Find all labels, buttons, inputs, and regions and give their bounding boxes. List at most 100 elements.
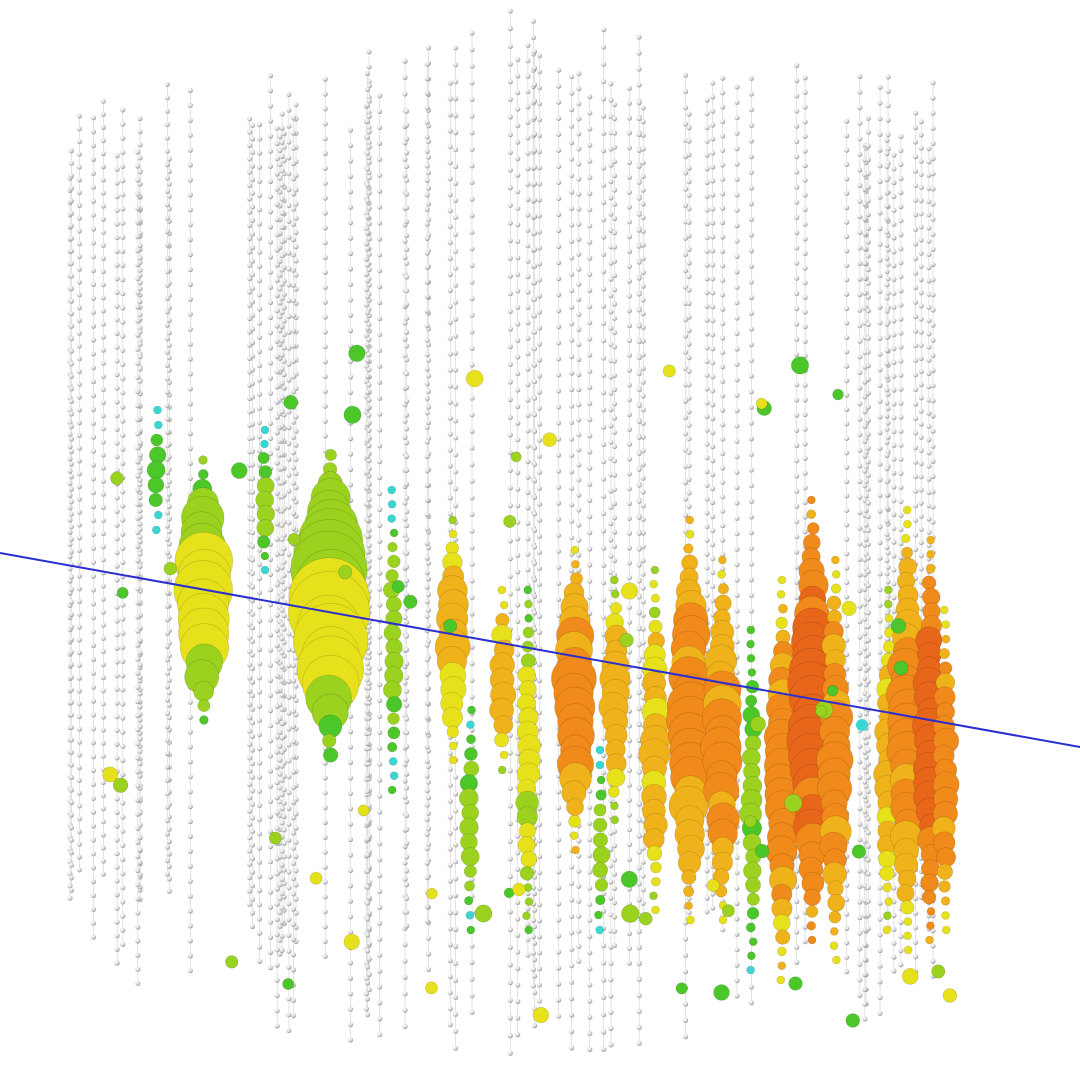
idle-dom bbox=[720, 219, 726, 226]
idle-dom bbox=[601, 303, 607, 309]
idle-dom bbox=[425, 420, 432, 426]
idle-dom bbox=[844, 969, 850, 975]
idle-dom bbox=[281, 572, 287, 579]
idle-dom bbox=[68, 574, 74, 580]
idle-dom bbox=[844, 637, 850, 643]
idle-dom bbox=[274, 977, 280, 983]
idle-dom bbox=[587, 820, 593, 827]
idle-dom bbox=[267, 798, 274, 804]
idle-dom bbox=[322, 775, 328, 781]
idle-dom bbox=[67, 529, 73, 535]
idle-dom bbox=[891, 276, 897, 282]
idle-dom bbox=[100, 478, 106, 484]
idle-dom bbox=[404, 771, 410, 777]
idle-dom bbox=[926, 370, 932, 377]
idle-dom bbox=[576, 176, 582, 182]
idle-dom bbox=[640, 338, 646, 344]
idle-dom bbox=[322, 894, 328, 900]
idle-dom bbox=[507, 485, 513, 491]
idle-dom bbox=[720, 292, 726, 298]
idle-dom bbox=[364, 932, 371, 938]
idle-dom bbox=[556, 404, 562, 410]
idle-dom bbox=[256, 348, 263, 355]
idle-dom bbox=[862, 216, 868, 222]
idle-dom bbox=[267, 844, 274, 850]
idle-dom bbox=[525, 443, 531, 449]
idle-dom bbox=[100, 845, 106, 851]
idle-dom bbox=[748, 373, 755, 379]
idle-dom bbox=[120, 602, 126, 608]
idle-dom bbox=[794, 458, 800, 464]
idle-dom bbox=[322, 418, 328, 424]
idle-dom bbox=[686, 165, 692, 171]
idle-dom bbox=[256, 802, 263, 809]
idle-dom bbox=[135, 487, 141, 493]
idle-dom bbox=[507, 202, 513, 208]
idle-dom bbox=[802, 353, 808, 359]
idle-dom bbox=[137, 181, 143, 187]
idle-dom bbox=[290, 830, 296, 836]
idle-dom bbox=[611, 258, 618, 264]
idle-dom bbox=[556, 340, 562, 346]
idle-dom bbox=[249, 462, 256, 468]
idle-dom bbox=[424, 323, 430, 329]
idle-dom bbox=[274, 293, 280, 299]
idle-dom bbox=[290, 115, 296, 121]
idle-dom bbox=[137, 115, 143, 122]
idle-dom bbox=[877, 116, 883, 122]
idle-dom bbox=[187, 445, 193, 452]
idle-dom bbox=[279, 550, 285, 557]
idle-dom bbox=[587, 788, 593, 794]
idle-dom bbox=[863, 522, 869, 528]
idle-dom bbox=[402, 1023, 408, 1029]
idle-dom bbox=[530, 885, 537, 891]
idle-dom bbox=[274, 140, 280, 147]
idle-dom bbox=[748, 498, 755, 504]
idle-dom bbox=[532, 428, 538, 434]
idle-dom bbox=[525, 181, 531, 187]
idle-dom bbox=[576, 236, 582, 242]
idle-dom bbox=[857, 478, 863, 485]
idle-dom bbox=[137, 142, 143, 148]
idle-dom bbox=[507, 980, 513, 986]
idle-dom bbox=[525, 88, 531, 95]
idle-dom bbox=[137, 341, 143, 347]
idle-dom bbox=[377, 968, 383, 974]
hit-dom bbox=[147, 476, 165, 494]
idle-dom bbox=[249, 530, 256, 536]
hit-dom bbox=[568, 815, 581, 828]
idle-dom bbox=[636, 674, 642, 680]
idle-dom bbox=[862, 838, 868, 844]
idle-dom bbox=[844, 349, 850, 355]
idle-dom bbox=[366, 352, 372, 358]
idle-dom bbox=[76, 356, 82, 362]
idle-dom bbox=[447, 910, 453, 916]
idle-dom bbox=[913, 517, 919, 523]
idle-dom bbox=[453, 79, 459, 85]
idle-dom bbox=[865, 857, 871, 863]
idle-dom bbox=[366, 650, 372, 656]
idle-dom bbox=[322, 121, 328, 127]
idle-dom bbox=[114, 755, 120, 761]
idle-dom bbox=[587, 982, 593, 988]
idle-dom bbox=[587, 514, 593, 520]
idle-dom bbox=[515, 751, 521, 757]
idle-dom bbox=[100, 622, 106, 628]
idle-dom bbox=[636, 371, 642, 377]
idle-dom bbox=[794, 306, 800, 312]
idle-dom bbox=[525, 381, 531, 388]
idle-dom bbox=[377, 777, 383, 783]
idle-dom bbox=[290, 206, 296, 212]
idle-dom bbox=[249, 407, 256, 414]
idle-dom bbox=[748, 122, 755, 128]
idle-dom bbox=[404, 426, 410, 432]
idle-dom bbox=[626, 456, 633, 462]
idle-dom bbox=[68, 825, 74, 831]
idle-dom bbox=[515, 470, 521, 476]
idle-dom bbox=[710, 527, 716, 534]
idle-dom bbox=[556, 436, 562, 442]
idle-dom bbox=[608, 439, 614, 445]
idle-dom bbox=[576, 402, 582, 408]
idle-dom bbox=[164, 791, 170, 797]
idle-dom bbox=[640, 599, 646, 605]
